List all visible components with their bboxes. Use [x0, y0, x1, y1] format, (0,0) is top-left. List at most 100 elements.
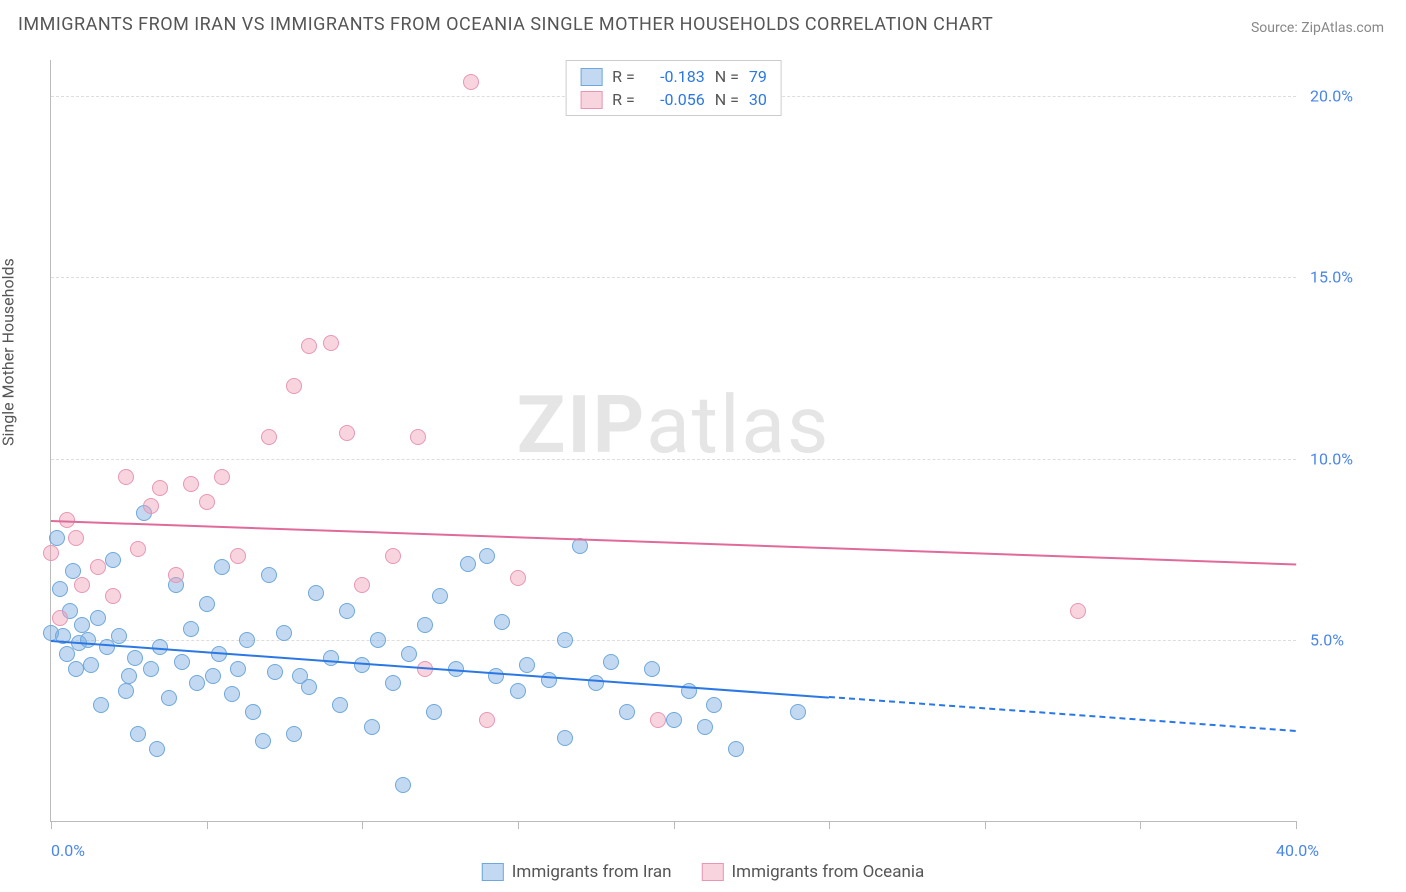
legend-n-value: 30	[749, 90, 767, 109]
data-point-iran	[161, 690, 177, 706]
data-point-iran	[697, 719, 713, 735]
data-point-oceania	[261, 429, 277, 445]
data-point-iran	[323, 650, 339, 666]
data-point-oceania	[143, 498, 159, 514]
x-tick	[1296, 821, 1297, 829]
data-point-oceania	[118, 469, 134, 485]
data-point-iran	[790, 704, 806, 720]
data-point-iran	[510, 683, 526, 699]
legend-stats-row-oceania: R = -0.056 N = 30	[566, 88, 781, 111]
data-point-iran	[174, 654, 190, 670]
legend-n-label: N =	[715, 67, 739, 86]
legend-swatch-oceania	[580, 91, 602, 109]
chart-title: IMMIGRANTS FROM IRAN VS IMMIGRANTS FROM …	[18, 14, 993, 35]
data-point-oceania	[339, 425, 355, 441]
y-axis-label: Single Mother Households	[0, 258, 18, 446]
data-point-iran	[364, 719, 380, 735]
data-point-iran	[224, 686, 240, 702]
x-tick	[1140, 821, 1141, 829]
gridline	[51, 277, 1296, 278]
legend-n-value: 79	[749, 67, 767, 86]
data-point-iran	[603, 654, 619, 670]
x-tick	[362, 821, 363, 829]
data-point-iran	[354, 657, 370, 673]
data-point-oceania	[650, 712, 666, 728]
data-point-oceania	[385, 548, 401, 564]
data-point-iran	[105, 552, 121, 568]
data-point-iran	[230, 661, 246, 677]
legend-n-label: N =	[715, 90, 739, 109]
data-point-iran	[519, 657, 535, 673]
data-point-iran	[121, 668, 137, 684]
plot-area: ZIPatlas R =-0.183N =79R =-0.056N =30 5.…	[50, 60, 1296, 822]
data-point-iran	[666, 712, 682, 728]
data-point-oceania	[286, 378, 302, 394]
data-point-iran	[189, 675, 205, 691]
data-point-iran	[332, 697, 348, 713]
source-link[interactable]: ZipAtlas.com	[1301, 20, 1384, 36]
data-point-oceania	[68, 530, 84, 546]
data-point-iran	[460, 556, 476, 572]
data-point-oceania	[90, 559, 106, 575]
legend-r-label: R =	[612, 90, 635, 109]
data-point-iran	[681, 683, 697, 699]
data-point-oceania	[1070, 603, 1086, 619]
x-tick	[829, 821, 830, 829]
legend-series: Immigrants from IranImmigrants from Ocea…	[482, 862, 924, 882]
data-point-iran	[339, 603, 355, 619]
data-point-iran	[65, 563, 81, 579]
data-point-oceania	[183, 476, 199, 492]
legend-r-value: -0.183	[645, 67, 705, 86]
data-point-oceania	[323, 335, 339, 351]
data-point-iran	[111, 628, 127, 644]
data-point-oceania	[199, 494, 215, 510]
legend-swatch-oceania	[702, 863, 724, 881]
legend-series-label: Immigrants from Iran	[512, 862, 672, 882]
data-point-iran	[619, 704, 635, 720]
data-point-oceania	[74, 577, 90, 593]
data-point-iran	[214, 559, 230, 575]
data-point-iran	[261, 567, 277, 583]
data-point-iran	[417, 617, 433, 633]
gridline	[51, 459, 1296, 460]
data-point-oceania	[130, 541, 146, 557]
data-point-iran	[432, 588, 448, 604]
legend-r-value: -0.056	[645, 90, 705, 109]
data-point-iran	[494, 614, 510, 630]
data-point-iran	[286, 726, 302, 742]
data-point-oceania	[214, 469, 230, 485]
y-tick-label: 20.0%	[1310, 87, 1353, 106]
data-point-oceania	[43, 545, 59, 561]
data-point-iran	[588, 675, 604, 691]
data-point-oceania	[354, 577, 370, 593]
x-tick	[51, 821, 52, 829]
data-point-iran	[308, 585, 324, 601]
legend-stats-row-iran: R = -0.183 N = 79	[566, 65, 781, 88]
data-point-iran	[52, 581, 68, 597]
data-point-iran	[426, 704, 442, 720]
data-point-oceania	[479, 712, 495, 728]
data-point-iran	[183, 621, 199, 637]
x-tick	[985, 821, 986, 829]
data-point-iran	[118, 683, 134, 699]
x-tick	[207, 821, 208, 829]
x-tick-label: 0.0%	[51, 841, 85, 860]
data-point-oceania	[168, 567, 184, 583]
trendline-iran-dashed	[829, 696, 1296, 732]
data-point-iran	[93, 697, 109, 713]
x-tick	[518, 821, 519, 829]
data-point-iran	[267, 664, 283, 680]
data-point-oceania	[230, 548, 246, 564]
data-point-iran	[385, 675, 401, 691]
legend-r-label: R =	[612, 67, 635, 86]
data-point-oceania	[410, 429, 426, 445]
legend-stats: R = -0.183 N = 79 R = -0.056 N = 30	[565, 60, 782, 116]
data-point-iran	[130, 726, 146, 742]
data-point-iran	[557, 730, 573, 746]
data-point-iran	[541, 672, 557, 688]
data-point-iran	[239, 632, 255, 648]
data-point-oceania	[52, 610, 68, 626]
data-point-iran	[395, 777, 411, 793]
data-point-iran	[149, 741, 165, 757]
data-point-iran	[479, 548, 495, 564]
